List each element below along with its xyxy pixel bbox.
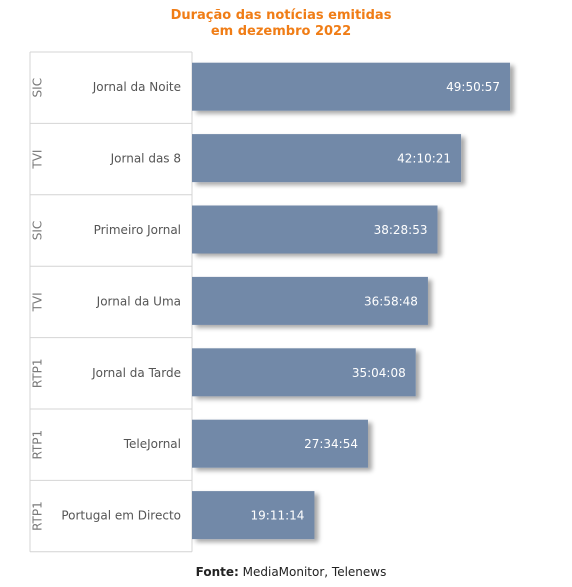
value-label: 27:34:54	[304, 437, 358, 451]
bar	[192, 348, 416, 397]
value-label: 49:50:57	[446, 80, 500, 94]
value-label: 19:11:14	[251, 509, 305, 523]
group-label: SIC	[31, 78, 45, 98]
category-label: Jornal das 8	[110, 152, 181, 166]
category-label: Jornal da Noite	[92, 80, 181, 94]
bar	[192, 491, 315, 540]
labels: SIC Jornal da Noite 49:50:57 TVI Jornal das …	[31, 78, 501, 531]
bar	[192, 276, 428, 325]
value-label: 42:10:21	[397, 152, 451, 166]
chart-title: Duração das notícias emitidas em dezembr…	[0, 8, 562, 40]
value-label: 36:58:48	[364, 294, 418, 308]
category-label: Jornal da Tarde	[91, 366, 181, 380]
bar	[192, 205, 438, 254]
group-label: RTP1	[31, 430, 45, 460]
chart-title-line-1: Duração das notícias emitidas	[170, 8, 392, 23]
group-label: RTP1	[31, 501, 45, 531]
bar	[192, 134, 462, 183]
bar-chart: SIC Jornal da Noite 49:50:57 TVI Jornal das …	[29, 51, 511, 553]
category-label: Portugal em Directo	[61, 509, 181, 523]
group-label: RTP1	[31, 358, 45, 388]
chart-title-line-2: em dezembro 2022	[210, 24, 352, 39]
value-label: 35:04:08	[352, 366, 406, 380]
bar	[192, 62, 511, 111]
value-label: 38:28:53	[374, 223, 428, 237]
bar	[192, 419, 368, 468]
category-label: Primeiro Jornal	[94, 223, 181, 237]
category-label: TeleJornal	[123, 437, 181, 451]
group-label: TVI	[31, 150, 45, 170]
source-label: Fonte:	[195, 565, 239, 579]
category-label: Jornal da Uma	[96, 294, 181, 308]
source-note: Fonte: MediaMonitor, Telenews	[0, 565, 572, 579]
group-label: TVI	[31, 292, 45, 312]
group-label: SIC	[31, 221, 45, 241]
source-text: MediaMonitor, Telenews	[242, 565, 387, 579]
bars	[192, 62, 511, 540]
